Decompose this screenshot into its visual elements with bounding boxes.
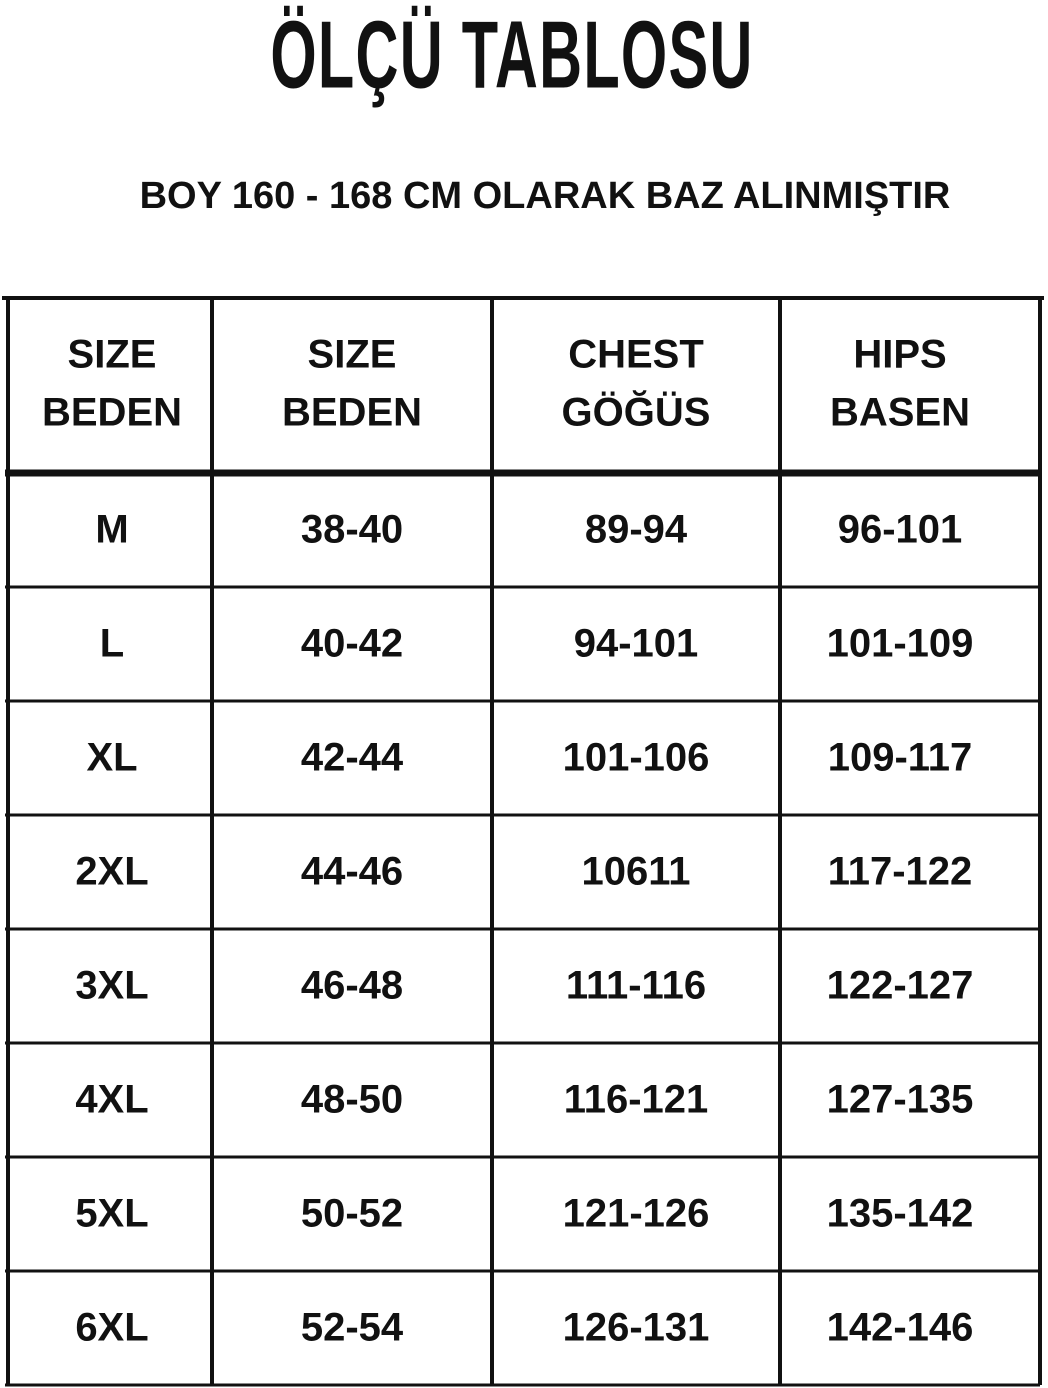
table-cell: 6XL [75, 1306, 148, 1350]
table-cell: L [100, 622, 124, 666]
table-cell: 127-135 [827, 1078, 974, 1122]
table-cell: 52-54 [301, 1306, 404, 1350]
table-cell: 101-106 [563, 736, 710, 780]
column-header: SIZE [68, 333, 157, 377]
table-cell: 96-101 [838, 508, 963, 552]
table-cell: 2XL [75, 850, 148, 894]
table-cell: 121-126 [563, 1192, 710, 1236]
column-header: SIZE [308, 333, 397, 377]
table-cell: 38-40 [301, 508, 403, 552]
table-cell: 44-46 [301, 850, 403, 894]
column-header: BASEN [830, 391, 970, 435]
table-cell: 142-146 [827, 1306, 974, 1350]
column-header: BEDEN [42, 391, 182, 435]
table-cell: 4XL [75, 1078, 148, 1122]
column-header: CHEST [568, 333, 704, 377]
column-header: BEDEN [282, 391, 422, 435]
table-cell: 5XL [75, 1192, 148, 1236]
table-cell: 117-122 [828, 850, 973, 894]
column-header: GÖĞÜS [562, 389, 711, 435]
table-cell: XL [86, 736, 137, 780]
table-cell: 101-109 [827, 622, 974, 666]
subtitle: BOY 160 - 168 CM OLARAK BAZ ALINMIŞTIR [140, 175, 951, 217]
table-cell: 122-127 [827, 964, 974, 1008]
table-cell: 109-117 [828, 736, 973, 780]
table-cell: 42-44 [301, 736, 404, 780]
table-cell: 40-42 [301, 622, 403, 666]
table-cell: 94-101 [574, 622, 699, 666]
table-cell: 50-52 [301, 1192, 403, 1236]
table-cell: 46-48 [301, 964, 403, 1008]
table-cell: 116-121 [564, 1078, 709, 1122]
table-cell: M [95, 508, 128, 552]
column-header: HIPS [853, 333, 946, 377]
table-cell: 10611 [581, 850, 690, 894]
table-cell: 135-142 [827, 1192, 974, 1236]
size-table: SIZE BEDEN SIZE BEDEN CHEST GÖĞÜS HIPS BASEN M 38… [2, 296, 1044, 1387]
table-cell: 3XL [75, 964, 148, 1008]
table-cell: 111-116 [566, 964, 706, 1008]
title: ÖLÇÜ TABLOSU [270, 1, 753, 108]
table-cell: 89-94 [585, 508, 688, 552]
table-cell: 48-50 [301, 1078, 403, 1122]
table-cell: 126-131 [563, 1306, 710, 1350]
